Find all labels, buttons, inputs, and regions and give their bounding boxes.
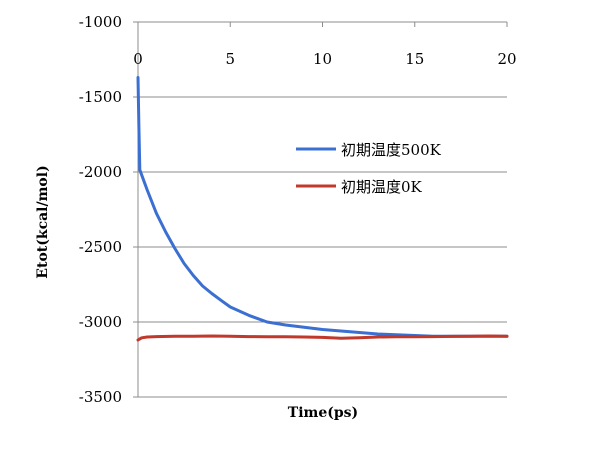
y-tick-label-2: -2000: [79, 163, 122, 181]
x-tick-label-1: 5: [225, 50, 235, 68]
series-lines: [136, 76, 509, 342]
x-axis-title: Time(ps): [288, 405, 358, 421]
y-tick-label-1: -1500: [79, 88, 122, 106]
y-axis-title: Etot(kcal/mol): [35, 165, 51, 278]
gridlines: [138, 21, 507, 398]
tick-labels: -1000 -1500 -2000 -2500 -3000 -3500 0 5 10 15 20: [79, 13, 517, 406]
y-tick-label-4: -3000: [79, 313, 122, 331]
legend-label-1: 初期温度0K: [341, 178, 423, 196]
x-tick-label-0: 0: [133, 50, 143, 68]
y-tick-label-5: -3500: [79, 388, 122, 406]
y-tick-label-3: -2500: [79, 238, 122, 256]
x-tick-label-3: 15: [405, 50, 424, 68]
series-line-0: [136, 76, 509, 338]
y-tick-label-0: -1000: [79, 13, 122, 31]
x-tick-label-2: 10: [313, 50, 332, 68]
legend: 初期温度500K 初期温度0K: [296, 141, 442, 196]
axes: [133, 21, 508, 398]
x-tick-label-4: 20: [497, 50, 516, 68]
series-line-1: [136, 334, 509, 342]
legend-label-0: 初期温度500K: [341, 141, 442, 159]
